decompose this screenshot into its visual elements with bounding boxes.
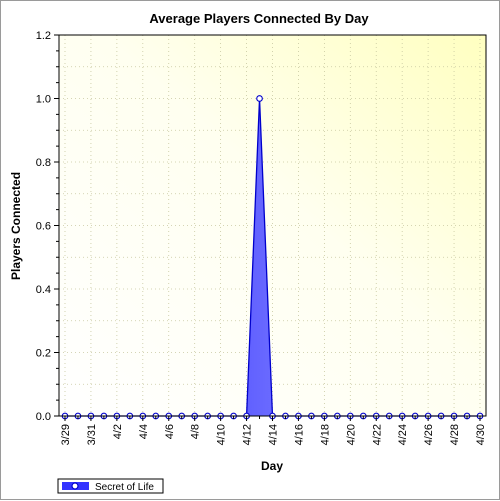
x-tick-label: 4/18 <box>319 424 331 445</box>
plot-area <box>59 35 486 416</box>
x-tick-label: 4/30 <box>475 424 487 445</box>
y-tick-labels: 0.0 0.2 0.4 0.6 0.8 1.0 1.2 <box>36 30 51 423</box>
x-tick-label: 3/29 <box>60 424 72 445</box>
x-tick-label: 4/22 <box>371 424 383 445</box>
x-tick-labels: 3/29 3/31 4/2 4/4 4/6 4/8 4/10 4/12 4/14 4/16 4/18… <box>60 424 487 445</box>
x-tick-label: 4/16 <box>293 424 305 445</box>
legend-marker-icon <box>71 482 79 490</box>
x-tick-label: 3/31 <box>86 424 98 445</box>
y-tick-label: 1.0 <box>36 94 51 106</box>
x-tick-label: 4/24 <box>397 424 409 445</box>
x-tick-label: 4/8 <box>190 424 202 439</box>
x-tick-label: 4/12 <box>242 424 254 445</box>
chart-title: Average Players Connected By Day <box>149 11 369 26</box>
x-tick-label: 4/20 <box>345 424 357 445</box>
x-tick-label: 4/4 <box>138 424 150 439</box>
axes <box>54 34 487 421</box>
y-tick-label: 0.2 <box>36 348 51 360</box>
data-point <box>256 95 263 102</box>
legend-label: Secret of Life <box>95 482 154 493</box>
y-tick-label: 0.0 <box>36 411 51 423</box>
y-axis-label: Players Connected <box>9 172 23 280</box>
y-tick-label: 0.8 <box>36 157 51 169</box>
x-tick-label: 4/2 <box>112 424 124 439</box>
y-tick-label: 0.4 <box>36 284 51 296</box>
x-axis-label: Day <box>261 459 283 473</box>
x-tick-label: 4/26 <box>423 424 435 445</box>
x-tick-label: 4/28 <box>449 424 461 445</box>
y-tick-label: 0.6 <box>36 221 51 233</box>
legend: Secret of Life <box>57 478 164 494</box>
y-tick-label: 1.2 <box>36 30 51 42</box>
x-tick-label: 4/6 <box>164 424 176 439</box>
x-tick-label: 4/10 <box>216 424 228 445</box>
x-tick-label: 4/14 <box>268 424 280 445</box>
